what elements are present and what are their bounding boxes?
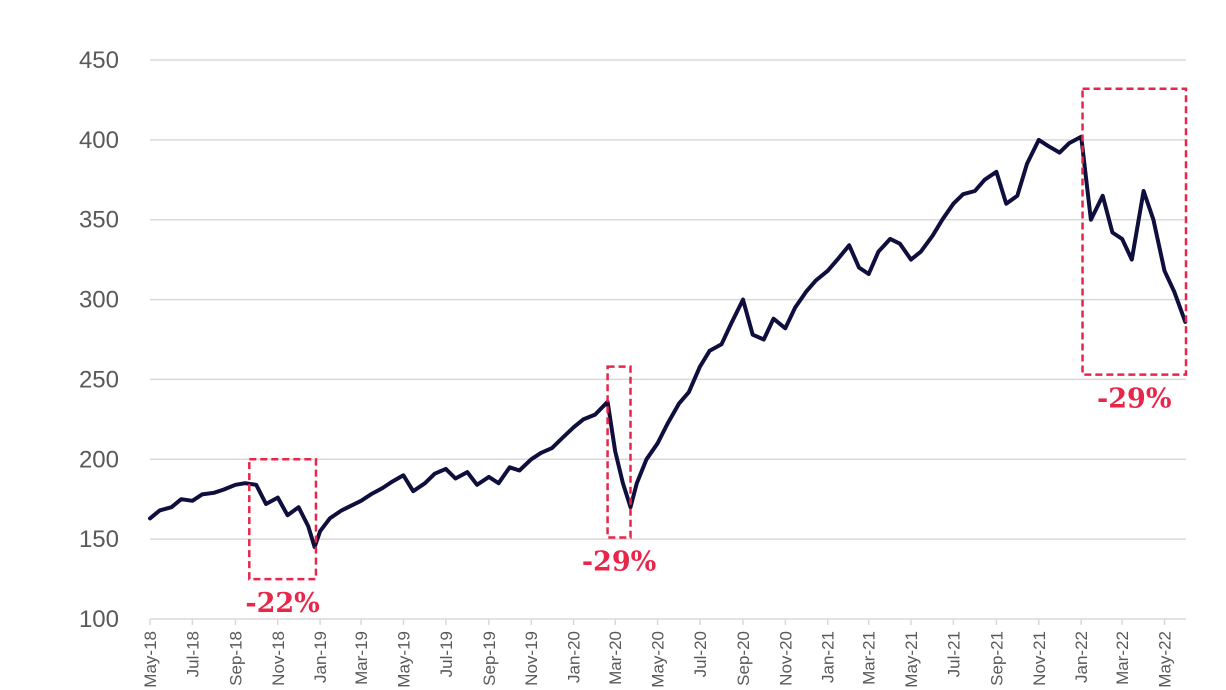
x-tick-label: Nov-18 <box>269 631 288 686</box>
x-tick-label: May-21 <box>902 631 921 688</box>
x-tick-label: Nov-21 <box>1030 631 1049 686</box>
y-tick-label: 350 <box>79 207 119 234</box>
x-tick-label: Mar-19 <box>352 631 371 685</box>
y-axis-tick-labels: 100 150 200 250 300 350 400 450 <box>79 47 119 633</box>
drawdown-label: -29% <box>582 547 656 578</box>
x-tick-label: Jul-20 <box>691 631 710 677</box>
x-tick-label: Sep-21 <box>987 631 1006 686</box>
x-tick-label: Jul-18 <box>183 631 202 677</box>
drawdown-box <box>1081 87 1188 376</box>
x-tick-label: May-18 <box>141 631 160 688</box>
x-tick-label: Jul-21 <box>944 631 963 677</box>
y-tick-label: 200 <box>79 446 119 473</box>
y-tick-label: 450 <box>79 47 119 74</box>
x-tick-label: Sep-20 <box>734 631 753 686</box>
x-tick-label: Mar-20 <box>606 631 625 685</box>
x-tick-label: Nov-20 <box>776 631 795 686</box>
y-tick-label: 150 <box>79 526 119 553</box>
x-tick-label: May-19 <box>394 631 413 688</box>
y-tick-label: 300 <box>79 287 119 314</box>
y-tick-label: 400 <box>79 127 119 154</box>
x-tick-label: Mar-21 <box>860 631 879 685</box>
price-series-line <box>148 134 1188 550</box>
series-lines <box>148 134 1188 550</box>
drawdown-box <box>606 365 632 539</box>
drawdown-label: -22% <box>245 588 319 619</box>
x-tick-label: Nov-19 <box>522 631 541 686</box>
x-tick-label: Jan-19 <box>311 631 330 683</box>
x-tick-label: Jan-22 <box>1072 631 1091 683</box>
x-tick-label: Jul-19 <box>437 631 456 677</box>
drawdown-box <box>248 458 318 581</box>
drawdown-annotations: -22% -29% -29% <box>245 87 1188 619</box>
x-tick-label: Jan-21 <box>819 631 838 683</box>
gridlines <box>150 59 1186 540</box>
x-axis-tick-labels: May-18 Jul-18 Sep-18 Nov-18 Jan-19 Mar-19 May-… <box>141 619 1174 688</box>
y-tick-label: 100 <box>79 606 119 633</box>
drawdown-label: -29% <box>1097 384 1171 415</box>
x-tick-label: Sep-19 <box>480 631 499 686</box>
y-tick-label: 250 <box>79 366 119 393</box>
x-tick-label: Jan-20 <box>565 631 584 683</box>
x-tick-label: Sep-18 <box>226 631 245 686</box>
x-tick-label: May-22 <box>1155 631 1174 688</box>
x-tick-label: Mar-22 <box>1113 631 1132 685</box>
x-tick-label: May-20 <box>649 631 668 688</box>
